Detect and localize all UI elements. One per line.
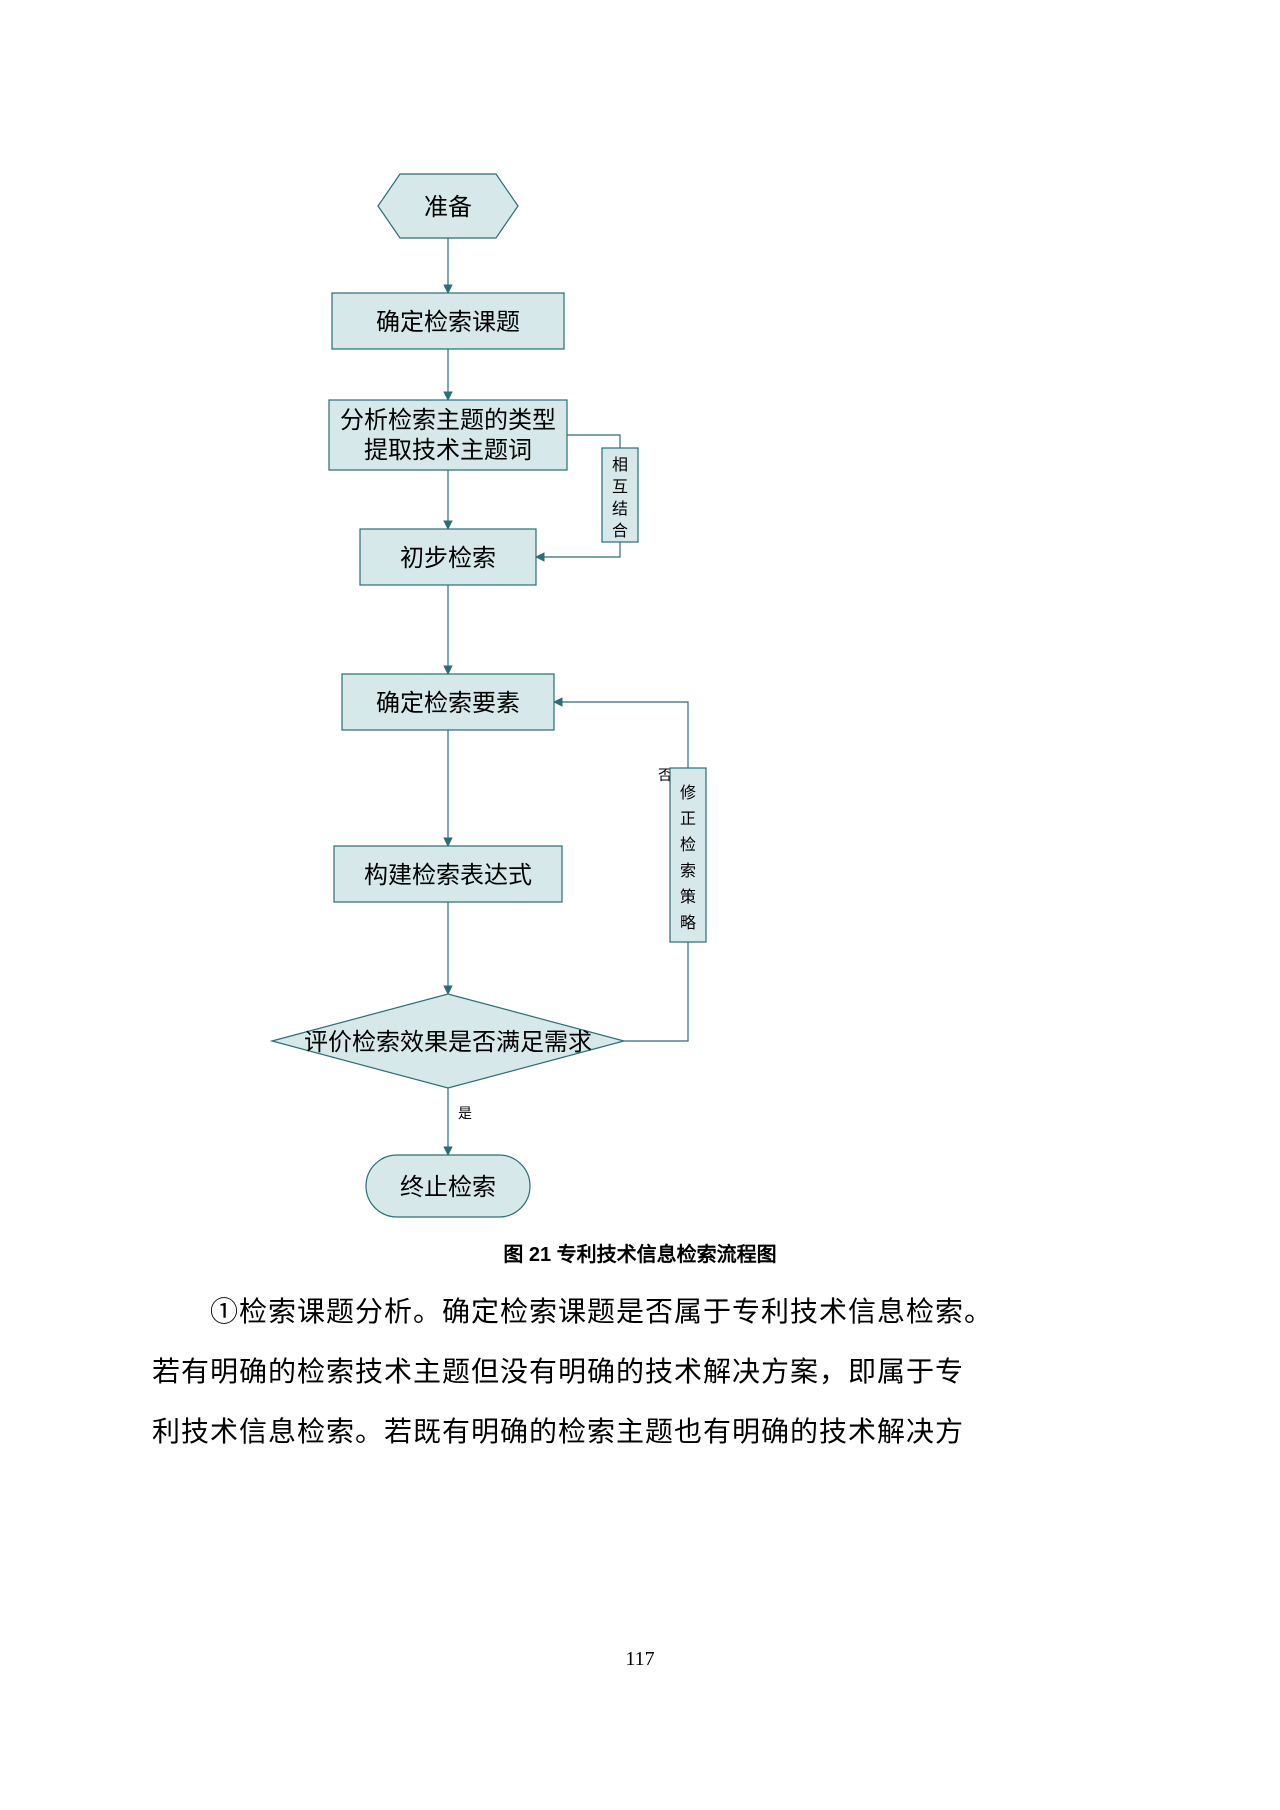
- node-combine-c4: 合: [612, 522, 628, 540]
- node-evaluate-label: 评价检索效果是否满足需求: [304, 1029, 592, 1056]
- node-combine-c2: 互: [612, 479, 628, 496]
- edge-analyze-combine: [567, 435, 620, 448]
- figure-caption: 图 21 专利技术信息检索流程图: [0, 1238, 1280, 1267]
- node-revise-c2: 正: [680, 811, 696, 828]
- node-revise-c5: 策: [680, 888, 696, 906]
- node-prepare-label: 准备: [424, 194, 472, 221]
- paragraph-line-2: 若有明确的检索技术主题但没有明确的技术解决方案，即属于专: [152, 1350, 964, 1390]
- node-analyze-line1: 分析检索主题的类型: [340, 407, 556, 434]
- node-analyze-line2: 提取技术主题词: [364, 437, 532, 464]
- node-build-label: 构建检索表达式: [364, 862, 532, 889]
- node-prelim-label: 初步检索: [400, 545, 496, 572]
- paragraph-line-1: ①检索课题分析。确定检索课题是否属于专利技术信息检索。: [210, 1290, 993, 1330]
- flowchart: 是 否 准备 确定检索课题 分析检索主题的类型 提取技术主题词 初步检索 相 互…: [0, 0, 1280, 1260]
- page-number: 117: [0, 1648, 1280, 1671]
- node-combine-c1: 相: [612, 456, 628, 474]
- node-topic-label: 确定检索课题: [376, 309, 520, 336]
- edge-evaluate-revise: [624, 942, 688, 1041]
- node-revise-c1: 修: [680, 784, 696, 802]
- label-yes: 是: [458, 1107, 472, 1122]
- node-combine-c3: 结: [612, 500, 628, 518]
- edge-combine-prelim: [536, 542, 620, 557]
- paragraph-line-3: 利技术信息检索。若既有明确的检索主题也有明确的技术解决方: [152, 1410, 964, 1450]
- edge-revise-elements: [554, 702, 688, 768]
- page: 是 否 准备 确定检索课题 分析检索主题的类型 提取技术主题词 初步检索 相 互…: [0, 0, 1280, 1810]
- node-revise-c6: 略: [680, 914, 696, 932]
- node-revise-c3: 检: [680, 836, 696, 854]
- node-revise-c4: 索: [680, 862, 696, 880]
- node-elements-label: 确定检索要素: [376, 690, 520, 717]
- node-stop-label: 终止检索: [400, 1174, 496, 1201]
